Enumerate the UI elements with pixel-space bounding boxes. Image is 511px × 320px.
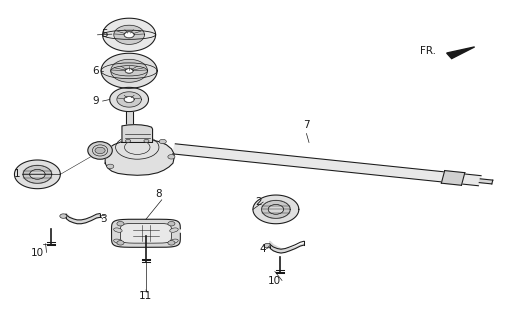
Polygon shape xyxy=(110,87,149,112)
Ellipse shape xyxy=(88,142,112,159)
Circle shape xyxy=(168,221,175,226)
Circle shape xyxy=(95,147,105,154)
Polygon shape xyxy=(122,124,153,142)
Polygon shape xyxy=(262,200,290,218)
Text: 1: 1 xyxy=(13,169,20,179)
Circle shape xyxy=(60,214,67,218)
Circle shape xyxy=(168,241,175,245)
Polygon shape xyxy=(101,53,157,88)
Polygon shape xyxy=(14,160,60,189)
Polygon shape xyxy=(253,195,299,224)
Text: 11: 11 xyxy=(140,291,153,301)
Polygon shape xyxy=(270,241,304,253)
Text: 7: 7 xyxy=(303,120,310,130)
Circle shape xyxy=(264,244,271,248)
Polygon shape xyxy=(442,171,465,185)
Polygon shape xyxy=(114,25,145,44)
Circle shape xyxy=(117,221,124,226)
Circle shape xyxy=(159,139,166,144)
Text: 6: 6 xyxy=(92,66,99,76)
Ellipse shape xyxy=(170,239,178,244)
Circle shape xyxy=(30,170,45,179)
Text: 3: 3 xyxy=(100,214,107,224)
Circle shape xyxy=(144,139,149,142)
Circle shape xyxy=(126,139,131,142)
Text: 8: 8 xyxy=(155,189,162,199)
Polygon shape xyxy=(117,92,142,107)
Text: 2: 2 xyxy=(255,197,262,207)
Ellipse shape xyxy=(113,228,122,232)
Polygon shape xyxy=(111,59,148,82)
Text: 9: 9 xyxy=(92,96,99,106)
Circle shape xyxy=(107,164,114,169)
Polygon shape xyxy=(447,47,475,59)
Polygon shape xyxy=(66,213,100,224)
Text: 5: 5 xyxy=(101,29,108,39)
Polygon shape xyxy=(23,165,52,183)
Text: 10: 10 xyxy=(268,276,281,286)
Polygon shape xyxy=(103,18,156,51)
Text: 10: 10 xyxy=(31,248,44,258)
Circle shape xyxy=(117,241,124,245)
Polygon shape xyxy=(479,179,493,184)
Circle shape xyxy=(168,155,175,159)
Text: 4: 4 xyxy=(259,244,266,254)
Ellipse shape xyxy=(170,228,178,232)
Polygon shape xyxy=(105,139,174,175)
Ellipse shape xyxy=(113,239,122,244)
Polygon shape xyxy=(173,144,481,186)
Text: FR.: FR. xyxy=(420,46,436,56)
Circle shape xyxy=(268,204,284,214)
